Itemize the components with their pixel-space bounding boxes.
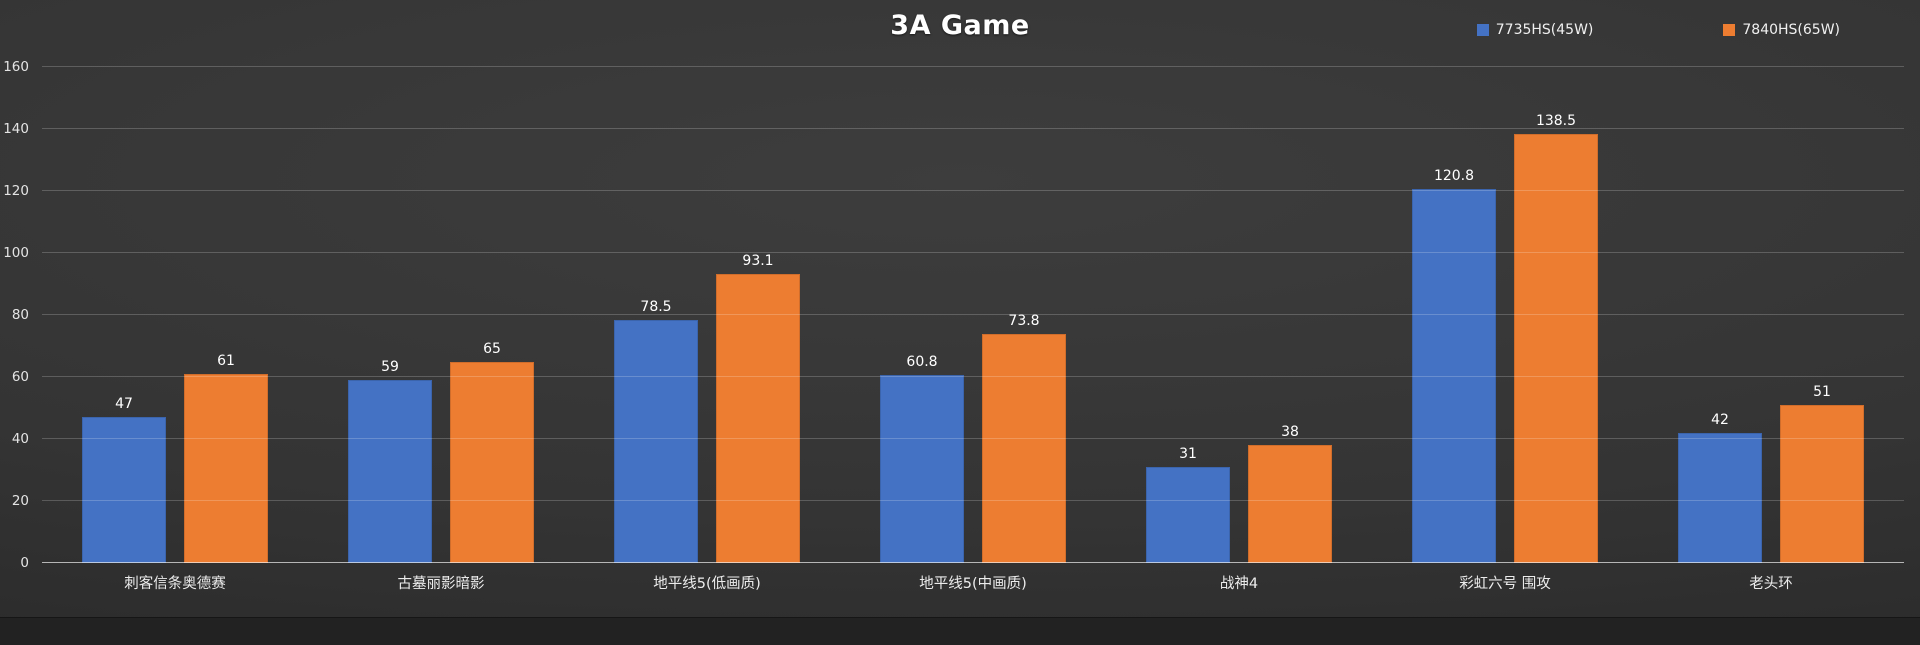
plot-area: 47 61 59 65 78.5 93.1 60.8 73.8 31 38 120.8 138.5 42… (42, 66, 1904, 563)
value-label: 47 (115, 396, 133, 413)
x-axis-label: 老头环 (1749, 576, 1793, 592)
bar: 47 (82, 397, 166, 563)
y-tick-label: 160 (3, 58, 29, 75)
y-tick-label: 60 (11, 368, 29, 385)
value-label: 59 (381, 359, 399, 376)
legend-label: 7735HS(45W) (1495, 22, 1594, 38)
bar: 38 (1248, 425, 1332, 563)
gridline (42, 500, 1904, 501)
category-group: 31 38 (1106, 67, 1372, 563)
gridline (42, 66, 1904, 67)
category-group: 42 51 (1638, 67, 1904, 563)
legend-swatch-orange-icon (1723, 24, 1736, 36)
category-group: 120.8 138.5 (1372, 67, 1638, 563)
value-label: 78.5 (640, 298, 672, 315)
bar: 61 (184, 354, 268, 563)
gridline (42, 438, 1904, 439)
y-tick-label: 20 (11, 492, 29, 509)
bar: 93.1 (716, 254, 800, 563)
value-label: 42 (1711, 411, 1729, 428)
y-tick-label: 100 (3, 244, 29, 261)
y-tick-label: 40 (11, 430, 29, 447)
bar: 65 (450, 342, 534, 563)
value-label: 73.8 (1008, 313, 1040, 330)
value-label: 31 (1179, 445, 1197, 462)
legend: 7735HS(45W) 7840HS(65W) (1476, 22, 1840, 38)
bar: 51 (1780, 385, 1864, 563)
bar: 42 (1678, 413, 1762, 563)
bar: 59 (348, 360, 432, 563)
value-label: 38 (1281, 424, 1299, 441)
y-tick-label: 140 (3, 120, 29, 137)
category-group: 47 61 (42, 67, 308, 563)
bottom-strip (0, 617, 1920, 645)
bar: 138.5 (1514, 114, 1598, 563)
category-group: 60.8 73.8 (840, 67, 1106, 563)
legend-item-7840hs: 7840HS(65W) (1723, 22, 1840, 38)
gridline (42, 190, 1904, 191)
bar: 78.5 (614, 300, 698, 563)
legend-label: 7840HS(65W) (1742, 22, 1840, 38)
bar-groups: 47 61 59 65 78.5 93.1 60.8 73.8 31 38 120.8 138.5 42… (42, 67, 1904, 563)
x-axis: 刺客信条奥德赛 古墓丽影暗影 地平线5(低画质) 地平线5(中画质) 战神4 彩虹六号 围… (42, 572, 1904, 593)
y-tick-label: 0 (20, 554, 29, 571)
gridline (42, 376, 1904, 377)
bar: 120.8 (1412, 169, 1496, 563)
y-axis: 0 20 40 60 80 100 120 140 160 (0, 60, 34, 569)
value-label: 93.1 (742, 253, 774, 270)
category-group: 59 65 (308, 67, 574, 563)
gridline (42, 252, 1904, 253)
bar: 60.8 (880, 355, 964, 563)
category-group: 78.5 93.1 (574, 67, 840, 563)
bar: 31 (1146, 447, 1230, 563)
value-label: 60.8 (906, 353, 938, 370)
value-label: 138.5 (1535, 112, 1577, 129)
y-tick-label: 120 (3, 182, 29, 199)
value-label: 51 (1813, 383, 1831, 400)
x-axis-label: 地平线5(中画质) (919, 576, 1027, 592)
chart-title: 3A Game (890, 10, 1030, 41)
bar: 73.8 (982, 314, 1066, 563)
x-axis-line (42, 562, 1904, 563)
value-label: 61 (217, 352, 235, 369)
x-axis-label: 彩虹六号 围攻 (1459, 576, 1551, 592)
gridline (42, 314, 1904, 315)
gridline (42, 128, 1904, 129)
x-axis-label: 战神4 (1219, 576, 1259, 592)
x-axis-label: 古墓丽影暗影 (397, 576, 485, 592)
value-label: 65 (483, 340, 501, 357)
legend-swatch-blue-icon (1476, 24, 1489, 36)
value-label: 120.8 (1433, 167, 1475, 184)
y-tick-label: 80 (11, 306, 29, 323)
x-axis-label: 刺客信条奥德赛 (124, 576, 226, 592)
legend-item-7735hs: 7735HS(45W) (1476, 22, 1594, 38)
x-axis-label: 地平线5(低画质) (653, 576, 761, 592)
